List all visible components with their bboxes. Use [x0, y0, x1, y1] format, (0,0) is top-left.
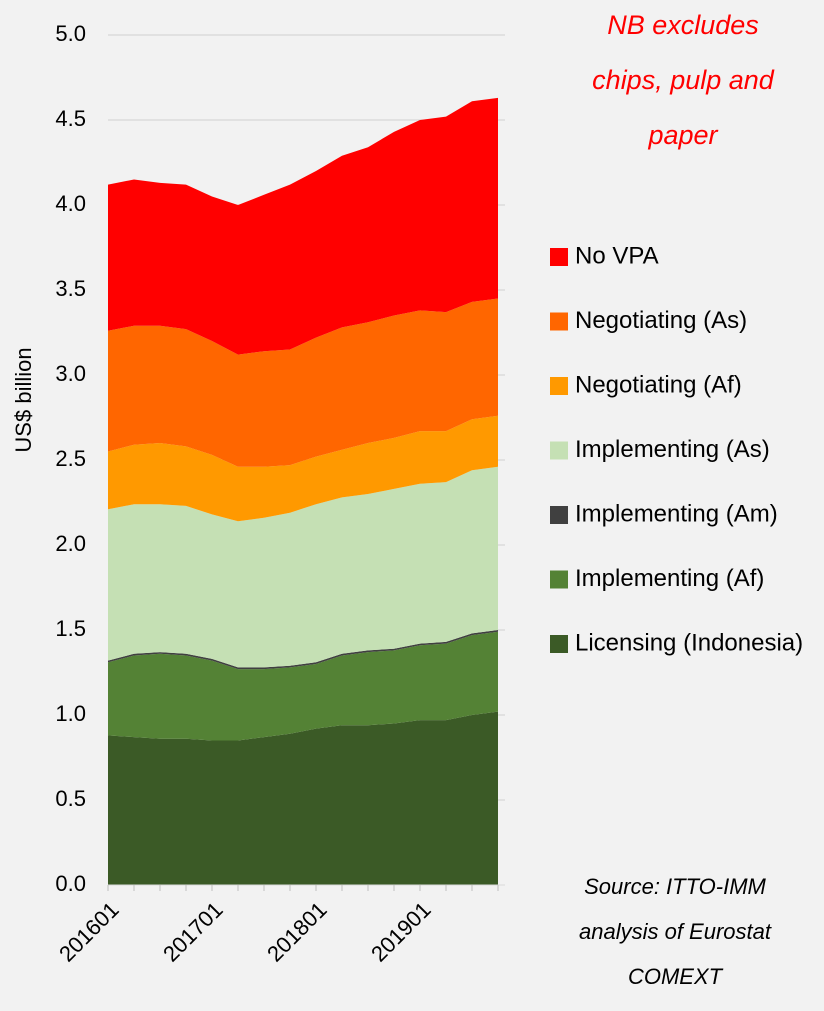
x-tick-label: 201601	[54, 897, 124, 967]
x-tick-label: 201901	[366, 897, 436, 967]
y-tick-label: 0.0	[55, 871, 86, 896]
y-tick-label: 0.5	[55, 786, 86, 811]
y-tick-label: 1.5	[55, 616, 86, 641]
legend-label: Implementing (As)	[575, 436, 770, 463]
legend-swatch	[550, 506, 568, 524]
y-axis-label: US$ billion	[11, 347, 36, 452]
x-tick-label: 201801	[262, 897, 332, 967]
area	[108, 631, 498, 741]
y-tick-label: 1.0	[55, 701, 86, 726]
annotation: paper	[647, 120, 718, 150]
legend-label: Negotiating (Af)	[575, 371, 742, 398]
legend-label: No VPA	[575, 242, 659, 269]
y-tick-label: 4.0	[55, 191, 86, 216]
area	[108, 711, 498, 885]
legend-swatch	[550, 312, 568, 331]
legend-label: Implementing (Af)	[575, 565, 764, 592]
legend-swatch	[550, 570, 568, 589]
annotation: chips, pulp and	[592, 65, 775, 95]
legend-label: Negotiating (As)	[575, 307, 747, 334]
area	[108, 630, 498, 670]
annotation: NB excludes	[607, 10, 759, 40]
y-tick-label: 3.5	[55, 276, 86, 301]
y-tick-label: 5.0	[55, 21, 86, 46]
source: Source: ITTO-IMM	[584, 874, 766, 899]
area	[108, 466, 498, 668]
legend-swatch	[550, 248, 568, 266]
y-tick-label: 2.0	[55, 531, 86, 556]
y-tick-label: 4.5	[55, 106, 86, 131]
area	[108, 97, 498, 355]
legend-swatch	[550, 377, 568, 395]
source: COMEXT	[628, 964, 724, 989]
legend-label: Licensing (Indonesia)	[575, 629, 803, 656]
legend-swatch	[550, 635, 568, 653]
y-tick-label: 2.5	[55, 446, 86, 471]
area	[108, 298, 498, 467]
legend-swatch	[550, 441, 568, 460]
x-tick-label: 201701	[158, 897, 228, 967]
area	[108, 415, 498, 522]
source: analysis of Eurostat	[579, 919, 772, 944]
y-tick-label: 3.0	[55, 361, 86, 386]
legend-label: Implementing (Am)	[575, 500, 778, 527]
